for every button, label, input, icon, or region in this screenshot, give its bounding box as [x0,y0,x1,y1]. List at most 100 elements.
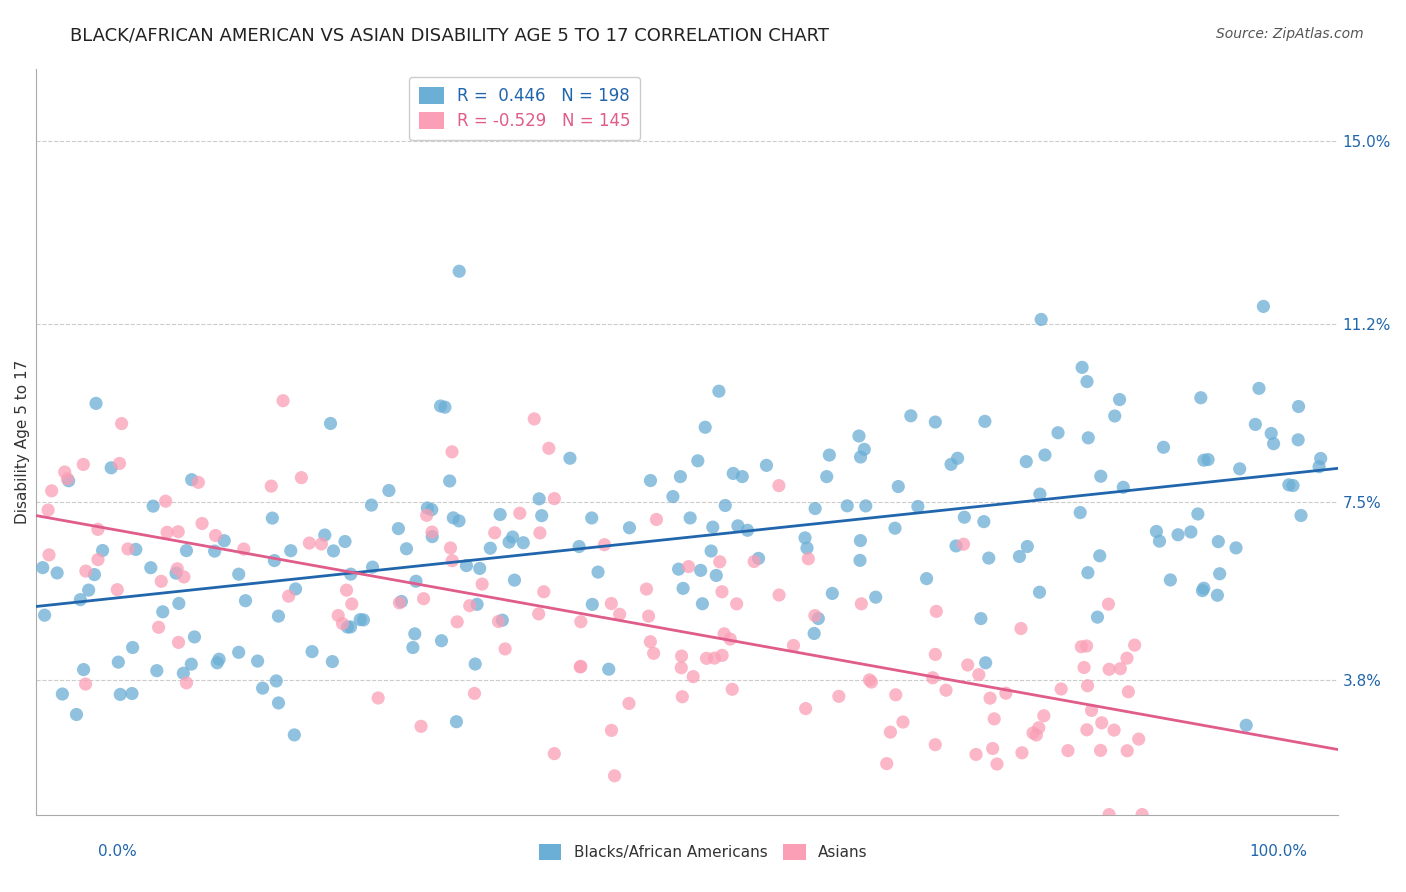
Point [569,660,592,674]
Point [568,540,591,554]
Point [979,691,1001,706]
Point [72,663,94,677]
Point [1069,506,1091,520]
Point [183,630,205,644]
Point [489,508,512,522]
Point [600,723,623,738]
Point [718,632,741,646]
Point [640,634,662,648]
Point [1123,638,1146,652]
Point [581,598,603,612]
Point [558,451,581,466]
Point [449,264,471,278]
Point [1010,622,1032,636]
Point [1187,507,1209,521]
Point [1263,436,1285,450]
Point [924,738,946,752]
Point [187,475,209,490]
Point [1180,524,1202,539]
Point [488,615,510,629]
Point [108,457,131,471]
Point [284,582,307,596]
Point [1050,681,1073,696]
Point [828,690,851,704]
Point [851,597,873,611]
Point [352,613,374,627]
Point [439,474,461,488]
Point [107,655,129,669]
Point [794,531,817,545]
Point [484,525,506,540]
Point [1077,679,1099,693]
Point [1118,685,1140,699]
Point [267,609,290,624]
Point [1087,610,1109,624]
Point [176,543,198,558]
Point [420,502,443,516]
Point [1225,541,1247,555]
Point [402,640,425,655]
Point [46,566,69,580]
Point [1206,588,1229,602]
Point [1028,721,1050,735]
Point [464,657,486,671]
Point [34,608,56,623]
Point [1076,723,1098,737]
Point [503,573,526,587]
Point [1308,459,1330,474]
Point [636,582,658,596]
Point [956,657,979,672]
Point [322,544,344,558]
Point [91,543,114,558]
Point [702,520,724,534]
Point [858,673,880,687]
Point [271,393,294,408]
Point [593,538,616,552]
Point [479,541,502,556]
Point [146,664,169,678]
Point [72,458,94,472]
Point [533,584,555,599]
Point [970,611,993,625]
Point [742,555,765,569]
Point [447,514,470,528]
Point [512,535,534,549]
Point [87,552,110,566]
Point [360,498,382,512]
Point [100,460,122,475]
Point [1090,743,1112,757]
Point [155,494,177,508]
Point [523,412,546,426]
Point [849,450,872,464]
Point [235,593,257,607]
Point [569,659,592,673]
Point [446,615,468,629]
Point [290,470,312,484]
Point [1189,391,1212,405]
Point [1029,487,1052,501]
Point [228,645,250,659]
Point [53,465,76,479]
Point [1033,448,1056,462]
Point [1229,462,1251,476]
Point [1015,455,1038,469]
Point [855,499,877,513]
Point [332,616,354,631]
Point [986,757,1008,772]
Point [768,588,790,602]
Text: Source: ZipAtlas.com: Source: ZipAtlas.com [1216,27,1364,41]
Point [378,483,401,498]
Point [298,536,321,550]
Point [173,570,195,584]
Point [884,688,907,702]
Point [509,506,531,520]
Point [105,582,128,597]
Point [1288,400,1310,414]
Point [333,534,356,549]
Point [977,551,1000,566]
Point [1057,743,1080,757]
Point [494,642,516,657]
Text: 0.0%: 0.0% [98,845,138,859]
Point [711,648,734,663]
Point [87,522,110,536]
